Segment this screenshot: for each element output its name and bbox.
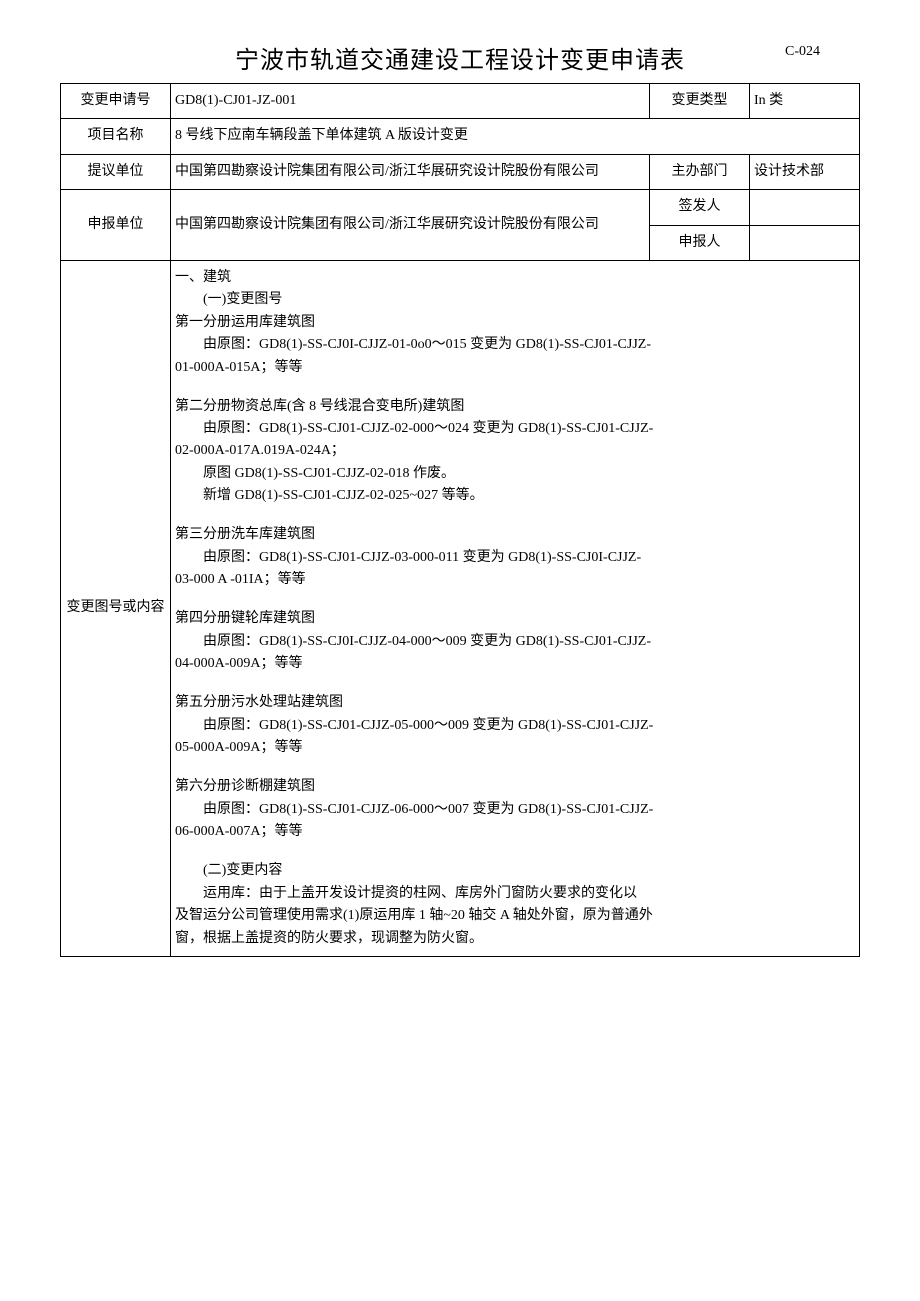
label-change-content: 变更图号或内容 <box>61 260 171 956</box>
application-form-table: 变更申请号 GD8(1)-CJ01-JZ-001 变更类型 In 类 项目名称 … <box>60 83 860 957</box>
content-line: 运用库：由于上盖开发设计提资的柱网、库房外门窗防火要求的变化以 <box>175 883 855 905</box>
label-change-type: 变更类型 <box>650 84 750 119</box>
content-line: 06-000A-007A；等等 <box>175 821 855 843</box>
label-project-name: 项目名称 <box>61 119 171 154</box>
value-application-number: GD8(1)-CJ01-JZ-001 <box>171 84 650 119</box>
label-proposing-unit: 提议单位 <box>61 154 171 189</box>
table-row: 提议单位 中国第四勘察设计院集团有限公司/浙江华展研究设计院股份有限公司 主办部… <box>61 154 860 189</box>
label-department: 主办部门 <box>650 154 750 189</box>
value-signer <box>750 190 860 225</box>
content-line: 03-000 A -01IA；等等 <box>175 569 855 591</box>
content-line: 05-000A-009A；等等 <box>175 737 855 759</box>
subsection-heading: (二)变更内容 <box>175 860 855 882</box>
table-row: 变更申请号 GD8(1)-CJ01-JZ-001 变更类型 In 类 <box>61 84 860 119</box>
form-code: C-024 <box>785 44 820 60</box>
content-line: 02-000A-017A.019A-024A； <box>175 440 855 462</box>
volume-title: 第五分册污水处理站建筑图 <box>175 692 855 714</box>
section-heading: 一、建筑 <box>175 267 855 289</box>
volume-title: 第二分册物资总库(含 8 号线混合变电所)建筑图 <box>175 396 855 418</box>
content-line: 原图 GD8(1)-SS-CJ01-CJJZ-02-018 作废。 <box>175 463 855 485</box>
table-row: 变更图号或内容 一、建筑 (一)变更图号 第一分册运用库建筑图 由原图：GD8(… <box>61 260 860 956</box>
value-proposing-unit: 中国第四勘察设计院集团有限公司/浙江华展研究设计院股份有限公司 <box>171 154 650 189</box>
content-line: 由原图：GD8(1)-SS-CJ01-CJJZ-02-000～024 变更为 G… <box>175 418 855 440</box>
content-line: 04-000A-009A；等等 <box>175 653 855 675</box>
value-change-type: In 类 <box>750 84 860 119</box>
content-line: 窗，根据上盖提资的防火要求，现调整为防火窗。 <box>175 928 855 950</box>
content-line: 由原图：GD8(1)-SS-CJ01-CJJZ-03-000-011 变更为 G… <box>175 547 855 569</box>
content-line: 由原图：GD8(1)-SS-CJ01-CJJZ-06-000～007 变更为 G… <box>175 799 855 821</box>
content-line: 由原图：GD8(1)-SS-CJ0I-CJJZ-04-000～009 变更为 G… <box>175 631 855 653</box>
volume-title: 第四分册键轮库建筑图 <box>175 608 855 630</box>
content-line: 由原图：GD8(1)-SS-CJ01-CJJZ-05-000～009 变更为 G… <box>175 715 855 737</box>
content-line: 由原图：GD8(1)-SS-CJ0I-CJJZ-01-0o0～015 变更为 G… <box>175 334 855 356</box>
volume-title: 第一分册运用库建筑图 <box>175 312 855 334</box>
table-row: 申报单位 中国第四勘察设计院集团有限公司/浙江华展研究设计院股份有限公司 签发人 <box>61 190 860 225</box>
table-row: 项目名称 8 号线下应南车辆段盖下单体建筑 A 版设计变更 <box>61 119 860 154</box>
content-line: 及智运分公司管理使用需求(1)原运用库 1 轴~20 轴交 A 轴处外窗，原为普… <box>175 905 855 927</box>
subsection-heading: (一)变更图号 <box>175 289 855 311</box>
label-reporter: 申报人 <box>650 225 750 260</box>
label-signer: 签发人 <box>650 190 750 225</box>
value-reporter <box>750 225 860 260</box>
label-application-number: 变更申请号 <box>61 84 171 119</box>
volume-title: 第六分册诊断棚建筑图 <box>175 776 855 798</box>
content-line: 01-000A-015A；等等 <box>175 357 855 379</box>
page-title: 宁波市轨道交通建设工程设计变更申请表 <box>235 40 685 75</box>
value-department: 设计技术部 <box>750 154 860 189</box>
change-content-body: 一、建筑 (一)变更图号 第一分册运用库建筑图 由原图：GD8(1)-SS-CJ… <box>171 260 860 956</box>
content-line: 新增 GD8(1)-SS-CJ01-CJJZ-02-025~027 等等。 <box>175 485 855 507</box>
value-reporting-unit: 中国第四勘察设计院集团有限公司/浙江华展研究设计院股份有限公司 <box>171 190 650 261</box>
value-project-name: 8 号线下应南车辆段盖下单体建筑 A 版设计变更 <box>171 119 860 154</box>
volume-title: 第三分册洗车库建筑图 <box>175 524 855 546</box>
label-reporting-unit: 申报单位 <box>61 190 171 261</box>
